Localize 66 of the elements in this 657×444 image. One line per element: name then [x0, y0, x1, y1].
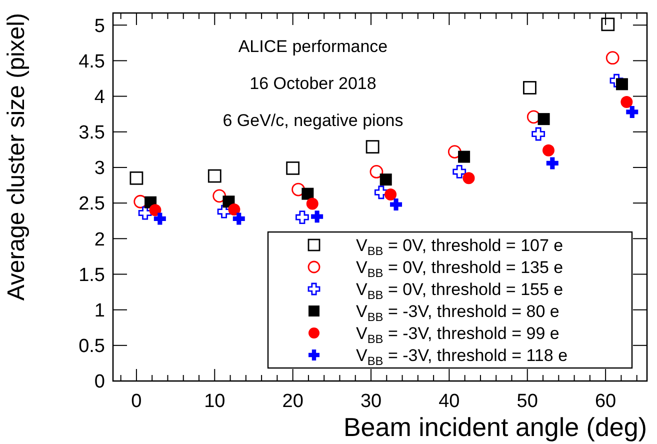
y-tick-label: 2.5: [78, 194, 105, 215]
point: [292, 182, 305, 196]
point: [232, 212, 245, 225]
point: [532, 127, 546, 141]
x-tick-label: 20: [282, 391, 304, 412]
point: [138, 206, 152, 220]
annotation: 16 October 2018: [250, 74, 376, 93]
legend-label: V$_{BB}$ = -3V, threshold = 118 e: [356, 346, 568, 368]
point: [452, 165, 466, 178]
point: [384, 188, 397, 201]
point: [380, 174, 392, 186]
x-axis-title: Beam incident angle (deg): [343, 412, 647, 442]
legend-label: V$_{BB}$ = -3V, threshold = 99 e: [356, 324, 560, 346]
point: [458, 150, 470, 163]
annotation: ALICE performance: [238, 36, 388, 56]
x-tick-label: 30: [360, 391, 382, 412]
point: [546, 157, 558, 170]
y-tick-label: 1: [94, 300, 105, 322]
legend-label: V$_{BB}$ = -3V, threshold = 80 e: [356, 302, 560, 324]
point: [217, 204, 231, 218]
point: [296, 210, 309, 224]
y-tick-label: 3.5: [78, 122, 105, 144]
point: [228, 203, 240, 216]
y-tick-label: 2: [94, 229, 105, 250]
point: [538, 113, 550, 126]
point: [390, 198, 402, 210]
x-tick-label: 10: [204, 391, 226, 412]
point: [601, 18, 615, 32]
y-tick-label: 1.5: [78, 264, 105, 286]
legend-label: V$_{BB}$ = 0V, threshold = 107 e: [356, 236, 564, 258]
point: [626, 106, 638, 118]
legend-label: V$_{BB}$ = 0V, threshold = 155 e: [356, 280, 564, 302]
point: [302, 188, 314, 200]
point: [606, 51, 620, 65]
point: [149, 204, 162, 216]
y-tick-label: 5: [94, 16, 105, 37]
point: [462, 172, 475, 184]
legend-label: V$_{BB}$ = 0V, threshold = 135 e: [356, 258, 564, 280]
point: [212, 189, 226, 203]
point: [620, 96, 633, 108]
y-tick-label: 4: [94, 86, 106, 108]
y-axis-title: Average cluster size (pixel): [3, 13, 30, 301]
point: [370, 165, 384, 178]
point: [154, 212, 166, 225]
point: [366, 140, 380, 154]
x-tick-label: 0: [131, 391, 142, 412]
point: [311, 210, 324, 223]
point: [610, 74, 624, 88]
point: [526, 110, 540, 124]
y-tick-label: 0: [94, 372, 105, 393]
annotation: 6 GeV/c, negative pions: [222, 110, 404, 130]
point: [448, 145, 462, 158]
x-tick-label: 40: [438, 391, 460, 412]
point: [306, 198, 318, 210]
point: [286, 161, 300, 175]
point: [523, 81, 536, 94]
point: [130, 171, 144, 185]
y-tick-label: 0.5: [78, 336, 105, 358]
y-tick-label: 3: [94, 158, 105, 180]
x-tick-label: 60: [594, 391, 616, 412]
x-tick-label: 50: [516, 391, 538, 412]
point: [542, 144, 554, 156]
y-tick-label: 4.5: [78, 51, 105, 72]
point: [374, 186, 388, 200]
point: [616, 78, 628, 90]
point: [208, 169, 222, 183]
